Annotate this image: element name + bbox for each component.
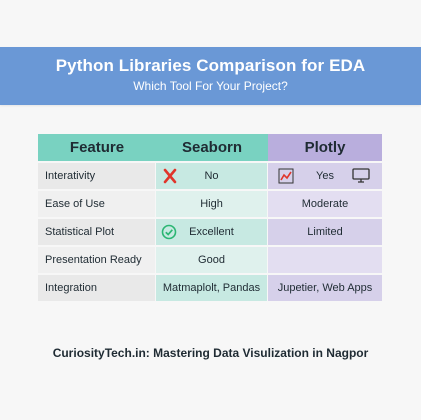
seaborn-cell: High [156, 191, 267, 217]
seaborn-cell: Excellent [156, 219, 267, 245]
plotly-cell: Moderate [268, 191, 382, 217]
page-subtitle: Which Tool For Your Project? [133, 79, 288, 93]
plotly-cell: Yes [268, 163, 382, 189]
feature-cell: Presentation Ready [38, 247, 155, 273]
seaborn-cell: Matmaplolt, Pandas [156, 275, 267, 301]
plotly-cell: Jupetier, Web Apps [268, 275, 382, 301]
feature-cell: Statistical Plot Support [38, 219, 155, 264]
header-seaborn: Seaborn [156, 134, 268, 161]
table-row-integration: Integration Matmaplolt, Pandas Jupetier,… [38, 274, 382, 301]
plotly-cell [268, 247, 382, 273]
header-plotly: Plotly [268, 134, 382, 161]
red-x-icon [162, 168, 178, 184]
title-banner: Python Libraries Comparison for EDA Whic… [0, 47, 421, 105]
table-row-statistical-plot-support: Statistical Plot Support Excellent Limit… [38, 218, 382, 264]
footer-caption: CuriosityTech.in: Mastering Data Visuliz… [52, 346, 369, 360]
feature-cell: Interativity [38, 163, 155, 189]
seaborn-value: No [204, 170, 219, 182]
header-feature: Feature [38, 134, 156, 161]
page-title: Python Libraries Comparison for EDA [55, 56, 366, 75]
check-circle-icon [161, 224, 177, 240]
feature-cell: Ease of Use [38, 191, 155, 217]
feature-cell: Integration [38, 275, 155, 301]
table-row-interativity: Interativity No Yes [38, 162, 382, 189]
line-chart-icon [278, 168, 294, 184]
seaborn-cell: No [156, 163, 267, 189]
table-row-presentation-ready: Presentation Ready Good [38, 246, 382, 273]
monitor-icon [352, 168, 370, 184]
plotly-value: Yes [316, 170, 334, 182]
seaborn-cell: Good [156, 247, 267, 273]
table-row-ease-of-use: Ease of Use High Moderate [38, 190, 382, 217]
seaborn-value: Excellent [189, 226, 234, 238]
plotly-cell: Limited [268, 219, 382, 245]
